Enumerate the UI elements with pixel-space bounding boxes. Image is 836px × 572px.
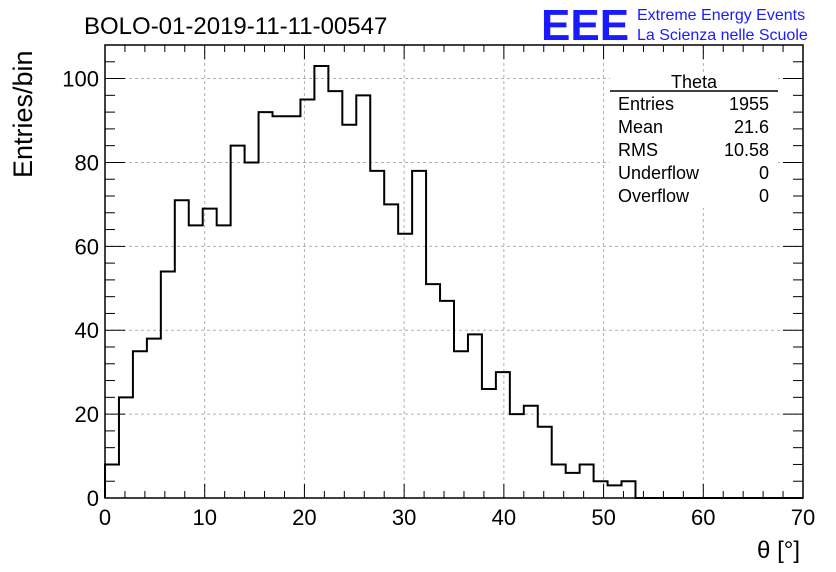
x-tick-label: 60 bbox=[691, 505, 715, 530]
histogram-bin bbox=[580, 464, 594, 498]
histogram-bin bbox=[314, 66, 328, 498]
histogram-bin bbox=[259, 112, 273, 498]
histogram-bin bbox=[524, 406, 538, 498]
x-tick-label: 50 bbox=[591, 505, 615, 530]
stats-row-value: 1955 bbox=[729, 94, 769, 114]
x-tick-label: 10 bbox=[192, 505, 216, 530]
eee-logo-line2: La Scienza nelle Scuole bbox=[637, 27, 808, 44]
stats-row-value: 0 bbox=[759, 163, 769, 183]
grid-lines bbox=[105, 45, 803, 498]
y-tick-label: 60 bbox=[75, 234, 99, 259]
histogram-bin bbox=[119, 397, 133, 498]
stats-row-value: 21.6 bbox=[734, 117, 769, 137]
histogram-bin bbox=[245, 162, 259, 498]
stats-row-label: Entries bbox=[618, 94, 674, 114]
histogram-bin bbox=[538, 427, 552, 498]
stats-row-value: 10.58 bbox=[724, 140, 769, 160]
histogram-bin bbox=[273, 116, 287, 498]
run-title: BOLO-01-2019-11-11-00547 bbox=[84, 13, 387, 40]
stats-row-label: Overflow bbox=[618, 186, 690, 206]
histogram-bin bbox=[510, 414, 524, 498]
y-tick-label: 100 bbox=[62, 67, 99, 92]
x-tick-label: 0 bbox=[99, 505, 111, 530]
histogram-bin bbox=[147, 339, 161, 498]
histogram-bin bbox=[217, 225, 231, 498]
histogram-bin bbox=[482, 389, 496, 498]
y-tick-label: 0 bbox=[87, 486, 99, 511]
histogram-outline bbox=[104, 64, 803, 499]
stats-row-value: 0 bbox=[759, 186, 769, 206]
x-tick-label: 40 bbox=[492, 505, 516, 530]
histogram-bin bbox=[356, 95, 370, 498]
stats-row-label: Underflow bbox=[618, 163, 700, 183]
y-axis-label: Entries/bin bbox=[8, 50, 38, 178]
histogram-bin bbox=[161, 272, 175, 499]
histogram-bin bbox=[203, 209, 217, 498]
histogram-bin bbox=[231, 146, 245, 498]
stats-box-bg bbox=[610, 72, 778, 208]
histogram-bin bbox=[342, 125, 356, 498]
y-tick-label: 80 bbox=[75, 150, 99, 175]
stats-row-label: Mean bbox=[618, 117, 663, 137]
eee-logo-line1: Extreme Energy Events bbox=[637, 7, 805, 24]
histogram-bin bbox=[412, 171, 426, 498]
histogram-bin bbox=[468, 334, 482, 498]
y-tick-label: 40 bbox=[75, 318, 99, 343]
histogram-bin bbox=[594, 481, 608, 498]
histogram-bin bbox=[496, 372, 510, 498]
histogram-bin bbox=[384, 204, 398, 498]
histogram-bin bbox=[608, 485, 622, 498]
histogram-bin bbox=[175, 200, 189, 498]
histogram-bin bbox=[133, 351, 147, 498]
stats-box: Theta Entries 1955 Mean 21.6 RMS 10.58 Underfl… bbox=[610, 72, 778, 208]
histogram-bin bbox=[426, 284, 440, 498]
histogram-bin bbox=[328, 91, 342, 498]
histogram-bin bbox=[189, 225, 203, 498]
histogram-bin bbox=[370, 171, 384, 498]
x-tick-label: 30 bbox=[392, 505, 416, 530]
histogram-bin bbox=[286, 116, 300, 498]
histogram-series bbox=[104, 64, 803, 499]
histogram-bin bbox=[300, 100, 314, 498]
eee-logo-mark: EEE bbox=[541, 1, 629, 50]
axes: 0 10 20 30 40 50 60 70 0 20 40 60 80 100 bbox=[62, 44, 815, 530]
histogram-bin bbox=[398, 234, 412, 498]
histogram-bin bbox=[566, 473, 580, 498]
histogram-bin bbox=[454, 351, 468, 498]
stats-box-title: Theta bbox=[671, 72, 718, 92]
y-tick-label: 20 bbox=[75, 402, 99, 427]
x-axis-label: θ [°] bbox=[757, 537, 800, 564]
x-tick-label: 20 bbox=[292, 505, 316, 530]
x-tick-label: 70 bbox=[791, 505, 815, 530]
histogram-bin bbox=[440, 301, 454, 498]
eee-logo: EEE Extreme Energy Events La Scienza nel… bbox=[541, 1, 808, 50]
stats-row-label: RMS bbox=[618, 140, 658, 160]
plot-frame bbox=[104, 44, 804, 499]
